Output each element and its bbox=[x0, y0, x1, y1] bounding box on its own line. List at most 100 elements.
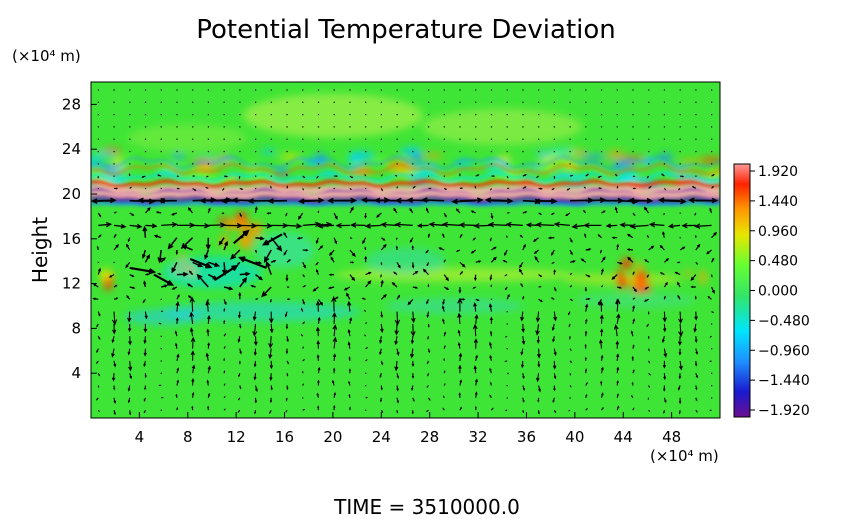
vector-arrow bbox=[125, 261, 131, 269]
vector-arrow bbox=[349, 261, 355, 264]
vector-arrow bbox=[144, 373, 147, 379]
vector-arrow bbox=[428, 187, 432, 190]
vector-arrow bbox=[380, 237, 386, 241]
vector-dot bbox=[97, 101, 99, 103]
vector-arrow bbox=[144, 385, 147, 391]
vector-arrow bbox=[409, 237, 414, 244]
vector-arrow bbox=[205, 352, 210, 362]
vector-arrow bbox=[379, 397, 383, 403]
vector-dot bbox=[365, 150, 367, 153]
vector-arrow bbox=[676, 261, 681, 264]
field-blob bbox=[685, 269, 692, 278]
vector-arrow bbox=[330, 256, 335, 263]
vector-arrow bbox=[616, 405, 620, 411]
vector-dot bbox=[176, 89, 178, 91]
vector-arrow bbox=[333, 296, 339, 300]
plot-frame bbox=[90, 81, 721, 419]
vector-dot bbox=[207, 126, 210, 128]
vector-dot bbox=[317, 113, 320, 116]
vector-dot bbox=[522, 163, 524, 165]
vector-arrow bbox=[189, 327, 194, 337]
vector-arrow bbox=[490, 188, 492, 191]
vector-arrow bbox=[269, 323, 274, 334]
vector-arrow bbox=[457, 329, 461, 337]
vector-arrow bbox=[285, 212, 288, 217]
vector-arrow bbox=[223, 319, 226, 324]
vector-arrow bbox=[553, 269, 556, 275]
vector-dot bbox=[144, 101, 147, 103]
vector-arrow bbox=[96, 323, 99, 328]
vector-arrow bbox=[583, 209, 587, 214]
colorbar-tick-label: −0.480 bbox=[758, 313, 810, 329]
vector-arrow bbox=[520, 348, 524, 356]
field-blob bbox=[94, 151, 117, 157]
vector-dot bbox=[632, 101, 634, 103]
vector-arrow bbox=[459, 406, 462, 411]
field-blob bbox=[365, 247, 446, 276]
vector-arrow bbox=[518, 268, 524, 275]
vector-dot bbox=[600, 126, 603, 128]
vector-arrow bbox=[535, 311, 541, 323]
vector-dot bbox=[522, 150, 524, 153]
field-blob bbox=[333, 267, 574, 282]
vector-dot bbox=[679, 113, 681, 116]
vector-arrow bbox=[489, 330, 493, 337]
vector-arrow bbox=[223, 286, 234, 291]
vector-arrow bbox=[302, 248, 309, 252]
vector-arrow bbox=[255, 261, 263, 265]
vector-arrow bbox=[600, 268, 604, 275]
vector-arrow bbox=[349, 406, 351, 411]
field-blob bbox=[548, 149, 577, 155]
vector-arrow bbox=[396, 294, 401, 300]
vector-arrow bbox=[459, 379, 463, 386]
vector-arrow bbox=[443, 331, 447, 337]
vector-arrow bbox=[223, 357, 226, 361]
x-tick-label: 44 bbox=[614, 428, 633, 446]
vector-dot bbox=[97, 126, 99, 128]
band-stripe bbox=[91, 185, 720, 194]
vector-arrow bbox=[616, 366, 620, 374]
vector-dot bbox=[506, 311, 508, 313]
vector-dot bbox=[160, 163, 162, 165]
vector-dot bbox=[679, 126, 681, 128]
vector-dot bbox=[427, 126, 430, 128]
vector-dot bbox=[538, 150, 540, 153]
vector-arrow bbox=[315, 326, 320, 337]
vector-arrow bbox=[678, 311, 683, 325]
vector-arrow bbox=[411, 174, 414, 177]
vector-dot bbox=[616, 126, 618, 128]
vector-arrow bbox=[191, 364, 196, 374]
colorbar-tick-label: 0.960 bbox=[758, 224, 798, 240]
vector-arrow bbox=[332, 367, 336, 374]
vector-dot bbox=[160, 372, 162, 374]
vector-arrow bbox=[522, 410, 525, 414]
vector-arrow bbox=[474, 185, 477, 189]
vector-arrow bbox=[333, 212, 338, 220]
vector-arrow bbox=[411, 360, 415, 367]
vector-arrow bbox=[551, 261, 555, 264]
vector-arrow bbox=[379, 348, 382, 356]
vector-arrow bbox=[648, 348, 650, 352]
vector-dot bbox=[600, 150, 603, 153]
vector-arrow bbox=[238, 291, 242, 300]
vector-dot bbox=[616, 138, 618, 140]
vector-arrow bbox=[536, 175, 539, 178]
vector-arrow bbox=[349, 206, 354, 214]
vector-arrow bbox=[394, 360, 399, 372]
vector-arrow bbox=[239, 348, 242, 355]
vector-arrow bbox=[286, 185, 289, 189]
vector-arrow bbox=[250, 284, 256, 288]
vector-arrow bbox=[380, 311, 384, 319]
vector-arrow bbox=[333, 404, 336, 411]
vector-dot bbox=[443, 163, 445, 165]
vector-arrow bbox=[568, 409, 571, 412]
vector-dot bbox=[144, 163, 147, 165]
vector-arrow bbox=[189, 311, 195, 324]
vector-arrow bbox=[443, 187, 448, 190]
vector-arrow bbox=[380, 262, 383, 266]
vector-arrow bbox=[128, 173, 131, 177]
vector-arrow bbox=[584, 368, 588, 374]
vector-arrow bbox=[646, 234, 650, 238]
vector-dot bbox=[97, 150, 99, 153]
vector-arrow bbox=[412, 397, 415, 402]
